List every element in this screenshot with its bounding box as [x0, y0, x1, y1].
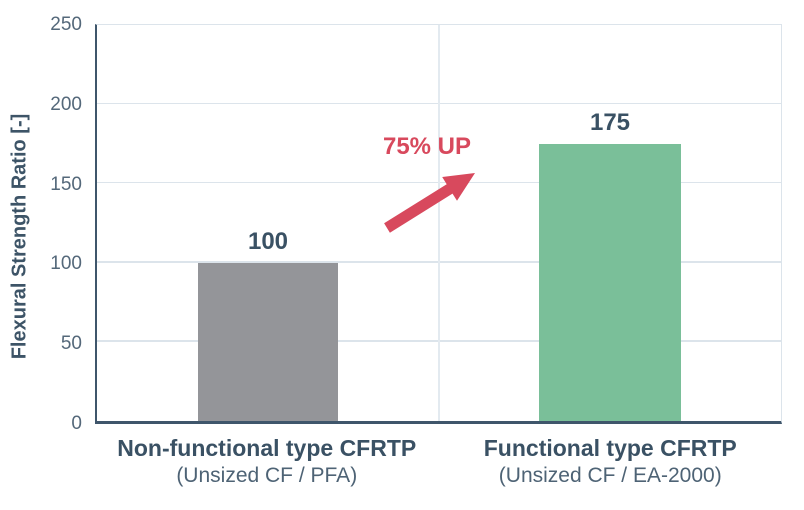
bar-nonfunctional — [198, 262, 338, 421]
y-tick-100: 100 — [50, 253, 82, 274]
category-label-functional: Functional type CFRTP (Unsized CF / EA-2… — [439, 434, 783, 490]
x-axis-labels: Non-functional type CFRTP (Unsized CF / … — [95, 434, 782, 490]
bar-functional — [539, 143, 681, 421]
category-detail: (Unsized CF / EA-2000) — [498, 464, 722, 487]
y-tick-250: 250 — [50, 14, 82, 35]
gridline-vertical-center — [438, 25, 440, 421]
category-name: Non-functional type CFRTP — [117, 435, 417, 461]
y-tick-0: 0 — [71, 413, 82, 434]
y-axis-title: Flexural Strength Ratio [-] — [8, 113, 31, 360]
y-tick-50: 50 — [60, 333, 82, 354]
y-tick-150: 150 — [50, 174, 82, 195]
bar-value-label-functional: 175 — [589, 108, 631, 136]
category-name: Functional type CFRTP — [483, 435, 737, 461]
annotation-text: 75% UP — [382, 133, 472, 160]
plot-area: 100 175 75% UP — [95, 24, 782, 424]
bar-group-nonfunctional: 100 — [198, 25, 338, 421]
bar-value-label-nonfunctional: 100 — [247, 227, 289, 255]
category-detail: (Unsized CF / PFA) — [176, 464, 358, 487]
up-arrow-icon — [384, 173, 475, 233]
bar-group-functional: 175 — [539, 25, 681, 421]
category-label-nonfunctional: Non-functional type CFRTP (Unsized CF / … — [95, 434, 439, 490]
y-tick-200: 200 — [50, 94, 82, 115]
